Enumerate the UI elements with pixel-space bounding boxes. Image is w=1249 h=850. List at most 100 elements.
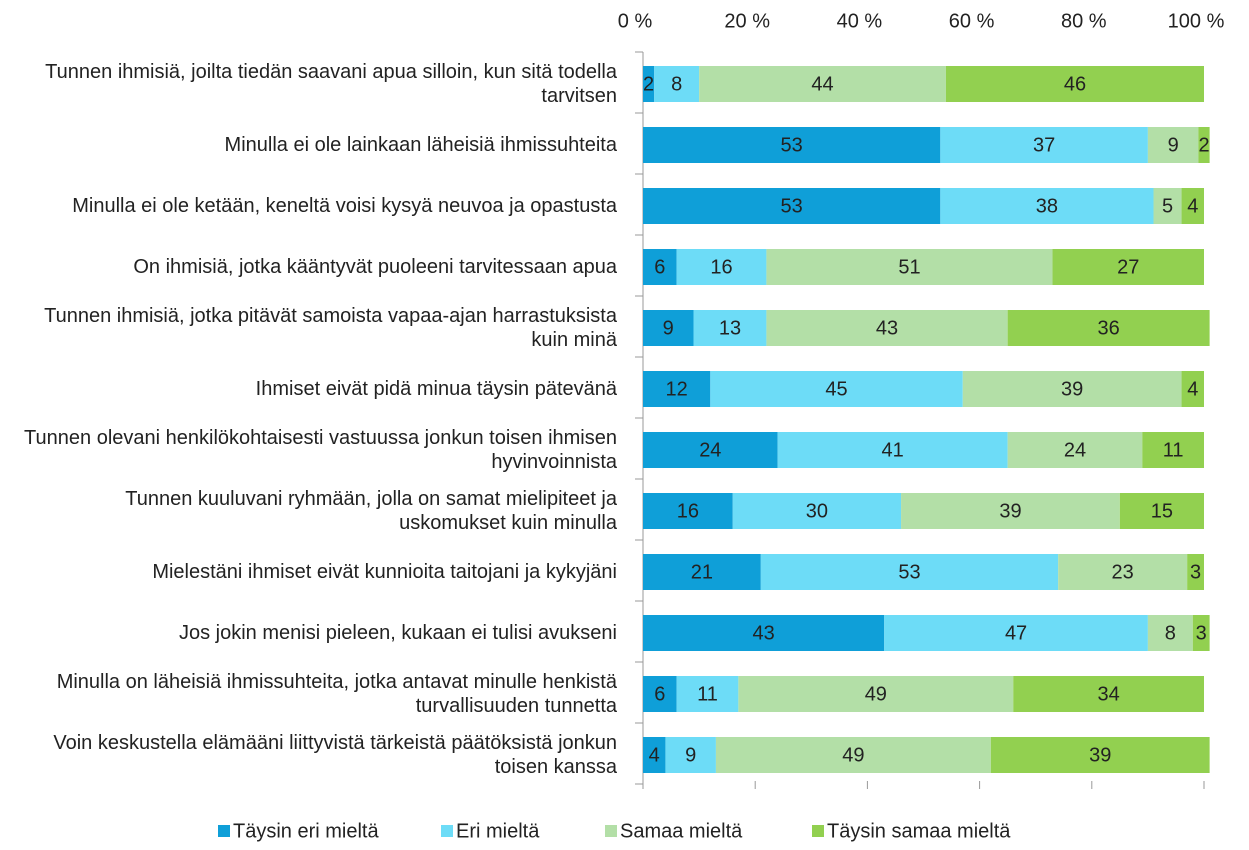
data-label: 49 — [865, 683, 887, 705]
bar-segment — [715, 737, 991, 773]
category-label: Minulla on läheisiä ihmissuhteita, jotka… — [17, 664, 617, 724]
category-text: Tunnen kuuluvani ryhmään, jolla on samat… — [125, 488, 617, 534]
legend-label: Täysin samaa mieltä — [827, 820, 1011, 842]
data-label: 53 — [781, 195, 803, 217]
bar-segment — [1007, 432, 1143, 468]
data-label: 45 — [825, 378, 847, 400]
bar-segment — [643, 66, 655, 102]
bar-segment — [766, 249, 1053, 285]
x-tick-label: 40 % — [837, 10, 883, 32]
category-text: Tunnen olevani henkilökohtaisesti vastuu… — [24, 427, 617, 473]
data-label: 2 — [1198, 134, 1209, 156]
data-label: 8 — [671, 73, 682, 95]
data-label: 39 — [1061, 378, 1083, 400]
data-label: 24 — [699, 439, 721, 461]
data-label: 2 — [643, 73, 654, 95]
bar-segment — [1153, 188, 1182, 224]
legend-label: Eri mieltä — [456, 820, 540, 842]
category-text: Voin keskustella elämääni liittyvistä tä… — [53, 732, 617, 778]
bar-segment — [1119, 493, 1204, 529]
bar-segment — [940, 127, 1148, 163]
bar-segment — [738, 676, 1014, 712]
bar-segment — [710, 371, 963, 407]
bar-segment — [1058, 554, 1188, 590]
data-label: 5 — [1162, 195, 1173, 217]
data-label: 15 — [1151, 500, 1173, 522]
bar-segment — [945, 66, 1204, 102]
data-label: 8 — [1165, 622, 1176, 644]
bar-segment — [643, 676, 677, 712]
data-label: 39 — [1089, 744, 1111, 766]
category-label: Jos jokin menisi pieleen, kukaan ei tuli… — [17, 603, 617, 663]
data-label: 21 — [691, 561, 713, 583]
category-label: Voin keskustella elämääni liittyvistä tä… — [17, 725, 617, 785]
category-label: Minulla ei ole lainkaan läheisiä ihmissu… — [17, 115, 617, 175]
bar-segment — [1052, 249, 1204, 285]
data-label: 43 — [876, 317, 898, 339]
data-label: 9 — [663, 317, 674, 339]
bar-segment — [766, 310, 1008, 346]
data-label: 9 — [1168, 134, 1179, 156]
bar-segment — [962, 371, 1182, 407]
bar-segment — [1198, 127, 1210, 163]
category-text: Ihmiset eivät pidä minua täysin pätevänä — [255, 378, 617, 400]
data-label: 24 — [1064, 439, 1086, 461]
bar-segment — [1181, 371, 1204, 407]
category-text: Minulla on läheisiä ihmissuhteita, jotka… — [56, 671, 617, 717]
bar-segment — [777, 432, 1008, 468]
bar-segment — [693, 310, 767, 346]
data-label: 36 — [1098, 317, 1120, 339]
category-label: Tunnen ihmisiä, jotka pitävät samoista v… — [17, 298, 617, 358]
data-label: 13 — [719, 317, 741, 339]
bar-segment — [643, 615, 885, 651]
bar-segment — [1142, 432, 1204, 468]
x-tick-label: 80 % — [1061, 10, 1107, 32]
legend-swatch — [812, 825, 824, 837]
bar-segment — [1147, 127, 1199, 163]
data-label: 11 — [697, 683, 718, 705]
x-tick-label: 20 % — [724, 10, 770, 32]
data-label: 53 — [898, 561, 920, 583]
category-text: Tunnen ihmisiä, joilta tiedän saavani ap… — [45, 61, 617, 107]
data-label: 3 — [1190, 561, 1201, 583]
x-tick-label: 0 % — [618, 10, 653, 32]
legend-swatch — [605, 825, 617, 837]
bar-segment — [699, 66, 946, 102]
data-label: 16 — [677, 500, 699, 522]
category-label: Mielestäni ihmiset eivät kunnioita taito… — [17, 542, 617, 602]
data-label: 4 — [1187, 195, 1198, 217]
bar-segment — [643, 737, 666, 773]
bar-segment — [760, 554, 1059, 590]
bar-segment — [990, 737, 1210, 773]
category-text: On ihmisiä, jotka kääntyvät puoleeni tar… — [133, 256, 617, 278]
bar-segment — [1187, 554, 1204, 590]
data-label: 51 — [898, 256, 920, 278]
x-tick-label: 60 % — [949, 10, 995, 32]
bar-segment — [643, 554, 761, 590]
bar-segment — [1147, 615, 1193, 651]
bar-segment — [901, 493, 1120, 529]
category-label: Tunnen olevani henkilökohtaisesti vastuu… — [17, 420, 617, 480]
x-tick-label: 100 % — [1168, 10, 1225, 32]
bar-segment — [643, 371, 711, 407]
category-label: On ihmisiä, jotka kääntyvät puoleeni tar… — [17, 237, 617, 297]
bar-segment — [654, 66, 700, 102]
data-label: 34 — [1098, 683, 1120, 705]
bar-segment — [643, 310, 694, 346]
data-label: 43 — [752, 622, 774, 644]
bar-segment — [1007, 310, 1210, 346]
data-label: 27 — [1117, 256, 1139, 278]
data-label: 46 — [1064, 73, 1086, 95]
bar-segment — [643, 127, 941, 163]
bar-segment — [940, 188, 1154, 224]
bar-segment — [884, 615, 1148, 651]
data-label: 11 — [1163, 439, 1184, 461]
data-label: 53 — [781, 134, 803, 156]
data-label: 4 — [1187, 378, 1198, 400]
data-label: 4 — [649, 744, 660, 766]
bar-segment — [643, 432, 778, 468]
data-label: 6 — [654, 256, 665, 278]
data-label: 23 — [1112, 561, 1134, 583]
